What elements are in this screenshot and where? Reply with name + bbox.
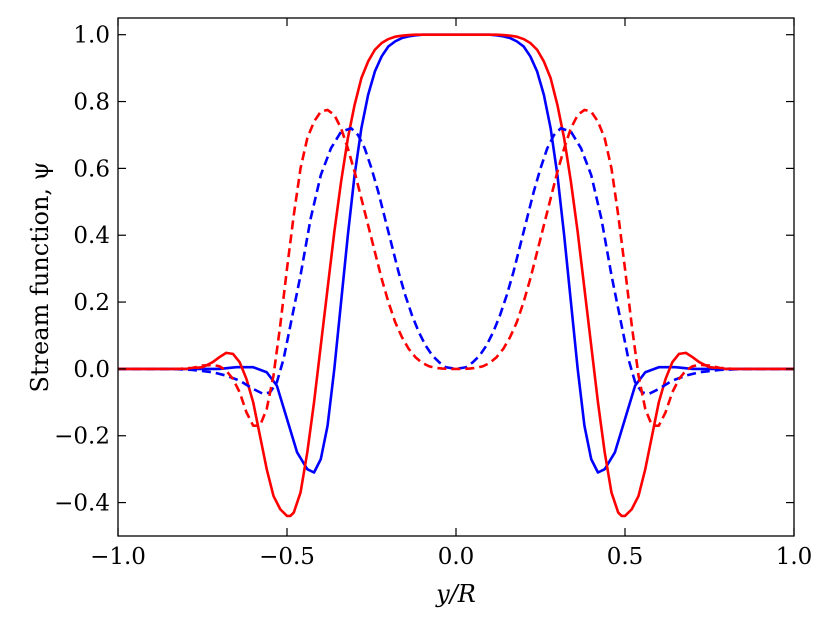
series-line-3 [118, 108, 794, 428]
x-tick-label: −0.5 [259, 544, 315, 570]
series-line-0 [118, 33, 794, 474]
x-tick-label: −1.0 [90, 544, 146, 570]
y-tick-label: 0.8 [73, 90, 110, 116]
y-tick-label: 0.4 [73, 223, 110, 249]
y-tick-label: −0.2 [54, 424, 110, 450]
series-line-1 [118, 33, 794, 518]
series-line-2 [118, 126, 794, 396]
axis-ticks [117, 18, 795, 536]
x-tick-label: 1.0 [776, 544, 813, 570]
axes-frame [117, 17, 795, 537]
plot-area [118, 33, 794, 518]
y-tick-label: 1.0 [73, 23, 110, 49]
y-tick-label: 0.2 [73, 290, 110, 316]
y-tick-label: 0.0 [73, 357, 110, 383]
x-tick-label: 0.5 [607, 544, 644, 570]
y-tick-label: −0.4 [54, 491, 110, 517]
y-axis-label: Stream function, ψ [26, 162, 54, 393]
tick-labels: −1.0 −0.5 0.0 0.5 1.0 −0.4 −0.2 0.0 0.2 0.4 0.6 0.8… [54, 23, 812, 570]
x-axis-label: y/R [435, 580, 476, 608]
x-tick-label: 0.0 [438, 544, 475, 570]
y-tick-label: 0.6 [73, 156, 110, 182]
